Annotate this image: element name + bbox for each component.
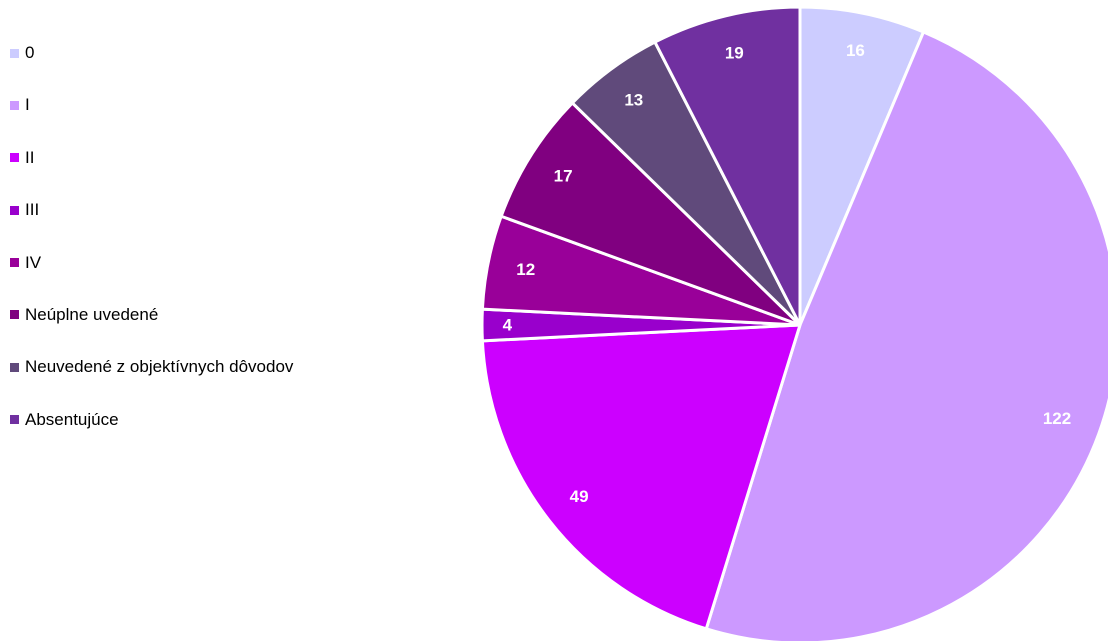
data-label: 49 bbox=[570, 487, 589, 506]
pie-slices bbox=[480, 5, 1108, 641]
legend-swatch bbox=[10, 415, 19, 425]
legend-label: Neúplne uvedené bbox=[25, 304, 159, 324]
data-label: 122 bbox=[1043, 409, 1071, 428]
legend-label: Absentujúce bbox=[25, 409, 119, 429]
chart-legend: 0 I II III IV Neúplne uvedené Neuvedené z obje… bbox=[10, 40, 430, 459]
data-label: 13 bbox=[624, 90, 643, 109]
legend-item: Neúplne uvedené bbox=[10, 302, 430, 328]
pie-slice bbox=[499, 101, 802, 327]
pie-data-labels: 16 122 49 4 12 17 13 19 bbox=[503, 41, 1072, 506]
legend-swatch bbox=[10, 205, 19, 215]
legend-item: Absentujúce bbox=[10, 407, 430, 433]
legend-item: 0 bbox=[10, 40, 430, 66]
legend-label: III bbox=[25, 200, 40, 220]
legend-item: Neuvedené z objektívnych dôvodov bbox=[10, 354, 430, 380]
legend-label: IV bbox=[25, 252, 42, 272]
data-label: 12 bbox=[516, 260, 535, 279]
legend-label: I bbox=[25, 95, 30, 115]
legend-item: I bbox=[10, 92, 430, 118]
legend-swatch bbox=[10, 48, 19, 58]
pie-slice bbox=[653, 5, 802, 327]
legend-swatch bbox=[10, 100, 19, 110]
legend-swatch bbox=[10, 258, 19, 268]
pie-slice bbox=[798, 5, 926, 327]
data-label: 17 bbox=[554, 167, 573, 186]
legend-label: Neuvedené z objektívnych dôvodov bbox=[25, 357, 294, 377]
legend-item: IV bbox=[10, 250, 430, 276]
legend-swatch bbox=[10, 310, 19, 320]
pie-slice bbox=[480, 323, 802, 631]
legend-item: II bbox=[10, 145, 430, 171]
data-label: 4 bbox=[503, 316, 513, 335]
legend-item: III bbox=[10, 197, 430, 223]
legend-swatch bbox=[10, 362, 19, 372]
data-label: 16 bbox=[846, 41, 865, 60]
legend-label: 0 bbox=[25, 43, 35, 62]
legend-label: II bbox=[25, 147, 35, 167]
pie-slice bbox=[704, 30, 1108, 641]
data-label: 19 bbox=[725, 44, 744, 63]
legend-swatch bbox=[10, 153, 19, 163]
